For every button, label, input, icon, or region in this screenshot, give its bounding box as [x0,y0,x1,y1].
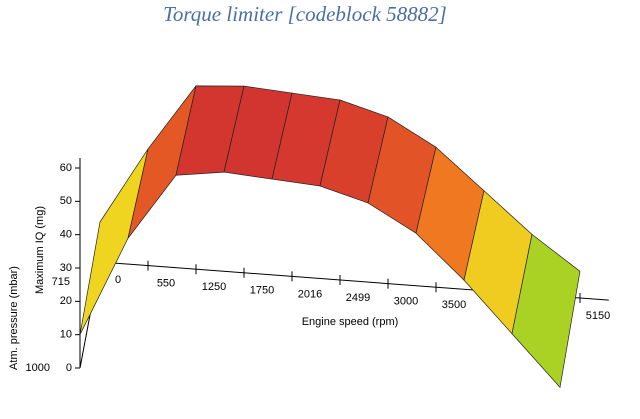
x-tick-label: 1750 [250,285,274,297]
surface-patch [79,148,149,335]
depth-axis-label: Atm. pressure (mbar) [8,266,20,370]
x-axis-label: Engine speed (rpm) [302,316,399,328]
x-tick-label: 3000 [394,296,418,308]
x-tick-label: 1250 [202,281,226,293]
x-tick-label: 5150 [586,310,610,322]
z-tick-label: 40 [60,229,72,241]
z-tick-label: 30 [60,262,72,274]
chart-title: Torque limiter [codeblock 58882] [163,2,447,26]
x-tick-label: 0 [115,274,121,286]
z-tick-label: 10 [60,329,72,341]
z-tick-label: 50 [60,195,72,207]
x-tick-label: 2499 [346,292,370,304]
z-axis-label: Maximum IQ (mg) [34,206,46,294]
z-tick-label: 60 [60,162,72,174]
x-tick-label: 3500 [442,299,466,311]
depth-tick-label: 715 [52,276,70,288]
surface-patch [511,233,581,389]
x-tick-label: 2016 [298,288,322,300]
z-tick-label: 0 [66,362,72,374]
x-tick-label: 550 [157,278,175,290]
z-tick-label: 20 [60,295,72,307]
depth-tick-label: 1000 [26,362,50,374]
